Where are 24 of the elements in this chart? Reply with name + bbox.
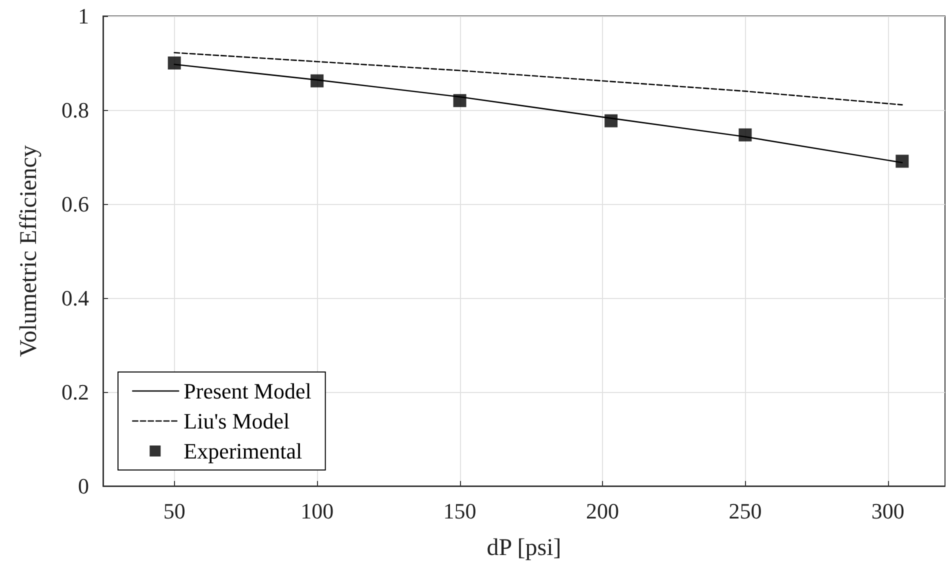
x-tick-label: 150 [443, 498, 476, 524]
y-tick-label: 0.6 [62, 192, 89, 216]
point [896, 154, 909, 168]
line-series [174, 52, 903, 106]
y-tick-label: 0.4 [62, 286, 89, 310]
legend-label: Experimental [184, 438, 302, 464]
x-tick-label: 300 [871, 498, 904, 524]
x-tick-label: 50 [163, 498, 186, 524]
y-tick-label: 1 [78, 4, 89, 28]
point [310, 74, 324, 88]
y-tick-label: 0 [78, 474, 89, 498]
x-axis-title: dP [psi] [486, 535, 562, 561]
x-tick-label: 250 [728, 498, 762, 524]
legend-label: Present Model [184, 378, 312, 404]
y-axis-title: Volumetric Efficiency [16, 145, 42, 357]
x-tick-label: 200 [586, 498, 619, 524]
point [738, 128, 752, 142]
point [453, 94, 466, 108]
point [604, 114, 618, 128]
legend-label: Liu's Model [184, 408, 290, 434]
point [168, 56, 181, 70]
y-tick-label: 0.2 [62, 380, 89, 404]
y-tick-label: 0.8 [62, 98, 89, 122]
x-tick-label: 100 [300, 498, 334, 524]
